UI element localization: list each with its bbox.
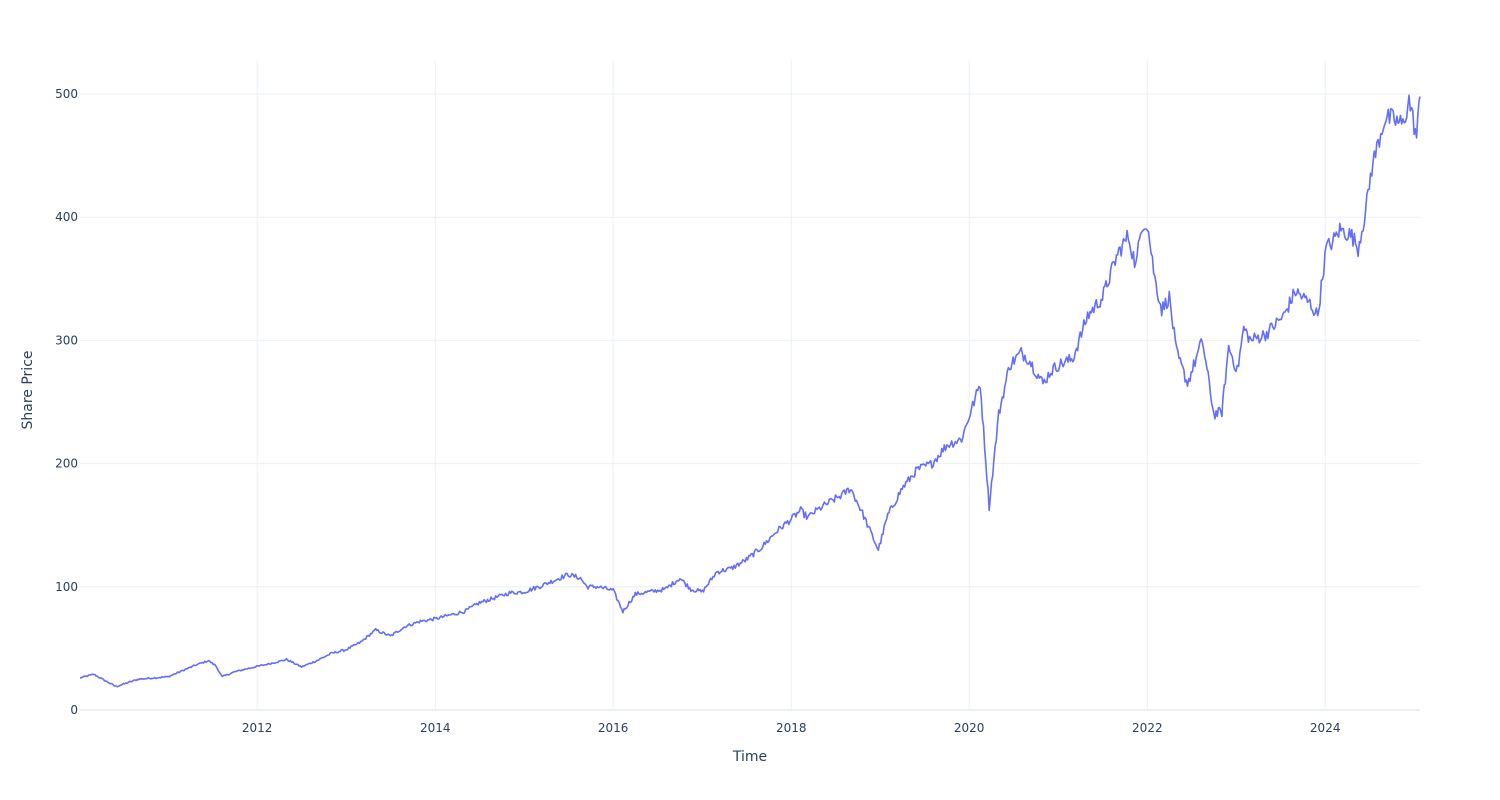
x-tick-label: 2020 xyxy=(954,721,985,735)
y-axis-title: Share Price xyxy=(20,350,36,429)
series-line xyxy=(79,94,1421,688)
y-tick-label: 200 xyxy=(55,457,78,471)
series-layer xyxy=(79,94,1421,688)
y-tick-label: 100 xyxy=(55,580,78,594)
x-tick-labels: 2012 2014 2016 2018 2020 2022 2024 xyxy=(242,721,1341,735)
x-tick-label: 2014 xyxy=(420,721,451,735)
x-tick-label: 2022 xyxy=(1132,721,1163,735)
x-tick-label: 2024 xyxy=(1310,721,1341,735)
y-gridlines xyxy=(80,93,1420,711)
x-gridlines xyxy=(256,60,1326,710)
x-tick-label: 2016 xyxy=(598,721,629,735)
x-tick-label: 2012 xyxy=(242,721,273,735)
x-tick-label: 2018 xyxy=(776,721,807,735)
y-tick-label: 400 xyxy=(55,210,78,224)
y-tick-label: 0 xyxy=(70,703,78,717)
x-axis-title: Time xyxy=(732,749,767,765)
y-tick-label: 500 xyxy=(55,87,78,101)
y-tick-label: 300 xyxy=(55,333,78,347)
y-tick-labels: 0 100 200 300 400 500 xyxy=(55,87,78,717)
